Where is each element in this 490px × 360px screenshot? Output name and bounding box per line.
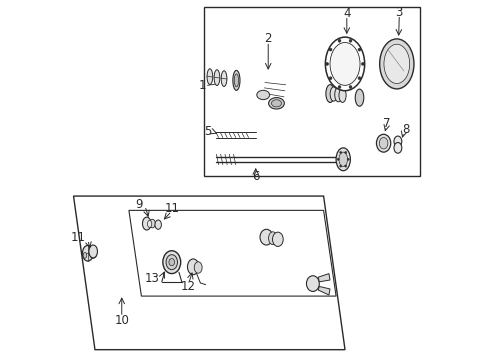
Ellipse shape — [330, 87, 337, 101]
Ellipse shape — [326, 63, 329, 65]
Ellipse shape — [169, 258, 174, 266]
Text: 4: 4 — [343, 7, 350, 20]
Ellipse shape — [257, 90, 270, 100]
Ellipse shape — [272, 232, 283, 247]
Ellipse shape — [394, 136, 402, 147]
Polygon shape — [318, 287, 330, 295]
Ellipse shape — [89, 245, 98, 258]
Ellipse shape — [82, 246, 93, 261]
Ellipse shape — [347, 158, 349, 160]
Polygon shape — [296, 84, 331, 99]
Text: 8: 8 — [402, 123, 410, 136]
Ellipse shape — [339, 88, 346, 103]
Ellipse shape — [147, 220, 152, 228]
Text: 10: 10 — [114, 314, 129, 327]
Ellipse shape — [336, 148, 350, 171]
Text: 7: 7 — [383, 117, 390, 130]
Ellipse shape — [306, 276, 319, 292]
Text: 13: 13 — [145, 272, 160, 285]
Ellipse shape — [329, 77, 332, 80]
Ellipse shape — [376, 134, 391, 152]
Ellipse shape — [269, 232, 277, 245]
Ellipse shape — [358, 77, 361, 80]
Polygon shape — [342, 90, 359, 103]
Ellipse shape — [233, 70, 240, 90]
Ellipse shape — [335, 87, 342, 102]
Ellipse shape — [384, 44, 410, 84]
Polygon shape — [262, 75, 298, 108]
Ellipse shape — [207, 69, 213, 85]
Ellipse shape — [325, 37, 365, 91]
Polygon shape — [318, 274, 330, 282]
Polygon shape — [204, 67, 216, 86]
Ellipse shape — [260, 229, 273, 245]
Ellipse shape — [358, 48, 361, 51]
Ellipse shape — [362, 63, 364, 65]
Ellipse shape — [339, 152, 347, 166]
Polygon shape — [212, 68, 222, 87]
Text: 5: 5 — [204, 125, 211, 138]
Polygon shape — [236, 74, 266, 92]
Ellipse shape — [329, 48, 332, 51]
Ellipse shape — [326, 85, 335, 103]
Ellipse shape — [269, 98, 284, 109]
Text: 2: 2 — [265, 32, 272, 45]
Ellipse shape — [194, 262, 202, 273]
Ellipse shape — [337, 158, 339, 160]
Ellipse shape — [340, 165, 342, 167]
Ellipse shape — [380, 39, 414, 89]
Ellipse shape — [344, 152, 347, 154]
Text: 9: 9 — [136, 198, 143, 211]
Ellipse shape — [143, 217, 151, 230]
Ellipse shape — [344, 165, 347, 167]
Ellipse shape — [355, 89, 364, 106]
Ellipse shape — [83, 252, 87, 258]
Ellipse shape — [221, 71, 227, 86]
Text: 1: 1 — [198, 79, 206, 92]
Text: 3: 3 — [395, 6, 403, 19]
Text: 6: 6 — [252, 170, 260, 183]
Ellipse shape — [166, 255, 177, 270]
Ellipse shape — [90, 248, 97, 258]
Ellipse shape — [349, 39, 352, 42]
Polygon shape — [204, 7, 420, 176]
Ellipse shape — [214, 70, 220, 85]
Text: 11: 11 — [164, 202, 179, 215]
Ellipse shape — [163, 251, 181, 274]
Ellipse shape — [330, 42, 360, 85]
Polygon shape — [95, 248, 302, 284]
Ellipse shape — [379, 138, 388, 149]
Polygon shape — [219, 69, 229, 88]
Polygon shape — [74, 196, 345, 350]
Ellipse shape — [394, 143, 402, 153]
Ellipse shape — [338, 86, 341, 89]
Ellipse shape — [338, 39, 341, 42]
Ellipse shape — [155, 220, 161, 229]
Ellipse shape — [271, 100, 281, 107]
Polygon shape — [154, 221, 265, 240]
Ellipse shape — [340, 152, 342, 154]
Ellipse shape — [188, 259, 199, 275]
Ellipse shape — [149, 219, 155, 228]
Polygon shape — [225, 70, 237, 89]
Text: 11: 11 — [71, 231, 86, 244]
Text: 12: 12 — [181, 280, 196, 293]
Ellipse shape — [234, 74, 239, 87]
Ellipse shape — [349, 86, 352, 89]
